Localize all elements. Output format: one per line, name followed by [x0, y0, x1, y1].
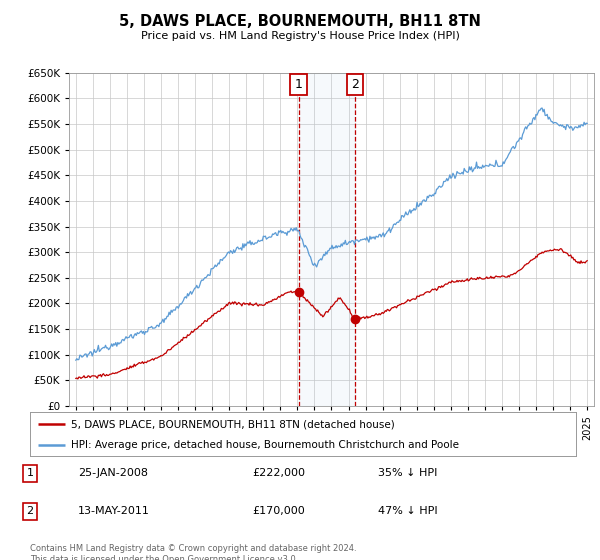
Text: 13-MAY-2011: 13-MAY-2011: [78, 506, 150, 516]
Text: 35% ↓ HPI: 35% ↓ HPI: [378, 468, 437, 478]
Text: Contains HM Land Registry data © Crown copyright and database right 2024.
This d: Contains HM Land Registry data © Crown c…: [30, 544, 356, 560]
Text: 1: 1: [295, 78, 302, 91]
Text: 5, DAWS PLACE, BOURNEMOUTH, BH11 8TN: 5, DAWS PLACE, BOURNEMOUTH, BH11 8TN: [119, 14, 481, 29]
Text: £170,000: £170,000: [252, 506, 305, 516]
Text: £222,000: £222,000: [252, 468, 305, 478]
Text: 5, DAWS PLACE, BOURNEMOUTH, BH11 8TN (detached house): 5, DAWS PLACE, BOURNEMOUTH, BH11 8TN (de…: [71, 419, 395, 429]
Text: 1: 1: [26, 468, 34, 478]
Text: 25-JAN-2008: 25-JAN-2008: [78, 468, 148, 478]
Bar: [299, 73, 355, 406]
Text: Price paid vs. HM Land Registry's House Price Index (HPI): Price paid vs. HM Land Registry's House …: [140, 31, 460, 41]
Text: HPI: Average price, detached house, Bournemouth Christchurch and Poole: HPI: Average price, detached house, Bour…: [71, 440, 459, 450]
Text: 2: 2: [351, 78, 359, 91]
Text: 47% ↓ HPI: 47% ↓ HPI: [378, 506, 437, 516]
Text: 2: 2: [26, 506, 34, 516]
